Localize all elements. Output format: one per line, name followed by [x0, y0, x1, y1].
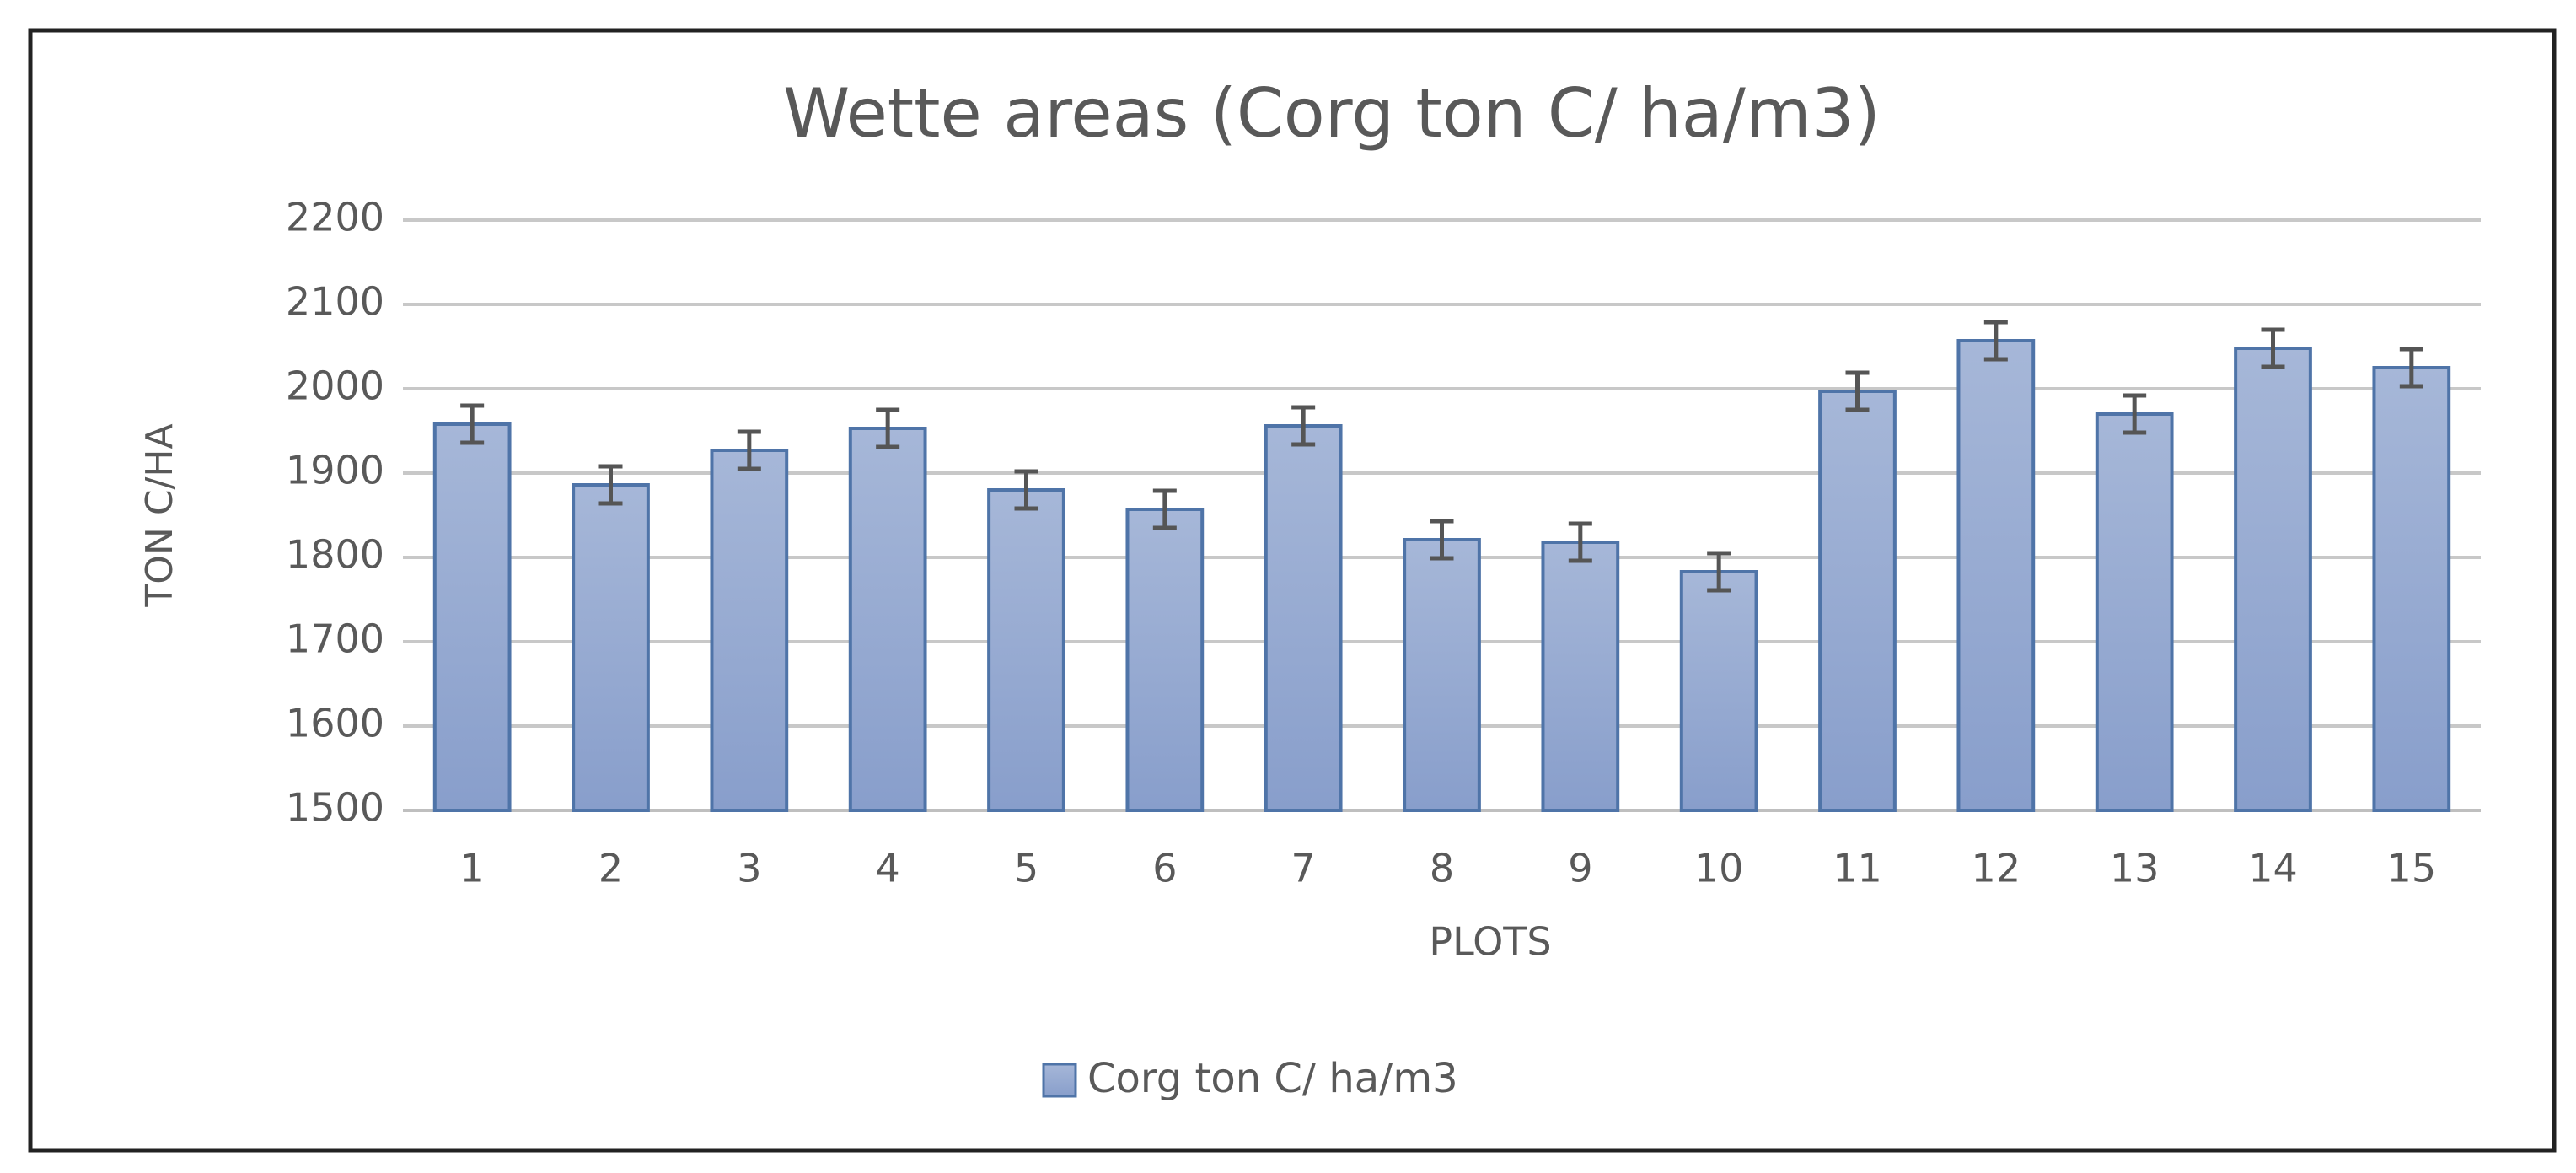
error-bar	[598, 464, 623, 506]
x-tick-label: 4	[876, 846, 900, 891]
error-bar	[1014, 469, 1038, 511]
x-tick-label: 14	[2248, 846, 2298, 891]
bar	[2372, 366, 2451, 812]
error-bar	[2261, 327, 2285, 369]
error-bar	[1845, 370, 1870, 412]
bar	[1125, 508, 1205, 812]
bar	[1818, 390, 1897, 812]
error-bar	[2123, 393, 2147, 435]
x-tick-label: 10	[1694, 846, 1744, 891]
x-tick-label: 2	[598, 846, 623, 891]
bar	[572, 483, 650, 812]
bar	[1956, 339, 2036, 812]
chart-title: Wette areas (Corg ton C/ ha/m3)	[783, 74, 1881, 153]
x-tick-label: 13	[2110, 846, 2160, 891]
x-tick-label: 1	[460, 846, 485, 891]
error-bar	[1152, 488, 1177, 530]
x-tick-label: 12	[1972, 846, 2021, 891]
x-tick-label: 8	[1430, 846, 1454, 891]
y-tick-label: 1500	[286, 785, 384, 831]
bar	[848, 427, 927, 812]
x-tick-label: 11	[1833, 846, 1882, 891]
x-tick-label: 7	[1291, 846, 1316, 891]
x-tick-label: 15	[2387, 846, 2437, 891]
x-axis-label: PLOTS	[1429, 919, 1551, 965]
error-bar	[2399, 347, 2423, 389]
bar	[1679, 570, 1758, 812]
x-tick-label: 3	[737, 846, 761, 891]
error-bar	[876, 407, 900, 449]
error-bar	[737, 429, 761, 471]
x-tick-label: 6	[1152, 846, 1177, 891]
y-tick-label: 1800	[286, 532, 384, 578]
y-tick-label: 2000	[286, 363, 384, 409]
legend-label: Corg ton C/ ha/m3	[1087, 1055, 1458, 1102]
legend-swatch	[1042, 1063, 1077, 1098]
bar	[1264, 424, 1343, 812]
error-bar	[1983, 320, 2008, 362]
bar	[432, 422, 512, 812]
bar	[710, 449, 789, 812]
bar	[1541, 541, 1620, 812]
y-tick-label: 1600	[286, 701, 384, 746]
error-bar	[1430, 519, 1454, 561]
y-tick-label: 1900	[286, 448, 384, 493]
bar	[2095, 412, 2174, 812]
y-axis-label: TON C/HA	[138, 423, 181, 607]
bar	[2234, 347, 2312, 812]
bar	[1403, 538, 1481, 812]
bar	[987, 488, 1065, 812]
y-tick-label: 1700	[286, 616, 384, 662]
error-bar	[460, 403, 485, 445]
y-tick-label: 2200	[286, 195, 384, 240]
error-bar	[1707, 551, 1731, 593]
error-bar	[1291, 405, 1316, 447]
x-tick-label: 9	[1568, 846, 1592, 891]
y-tick-label: 2100	[286, 279, 384, 325]
x-tick-label: 5	[1014, 846, 1038, 891]
error-bar	[1568, 521, 1592, 563]
